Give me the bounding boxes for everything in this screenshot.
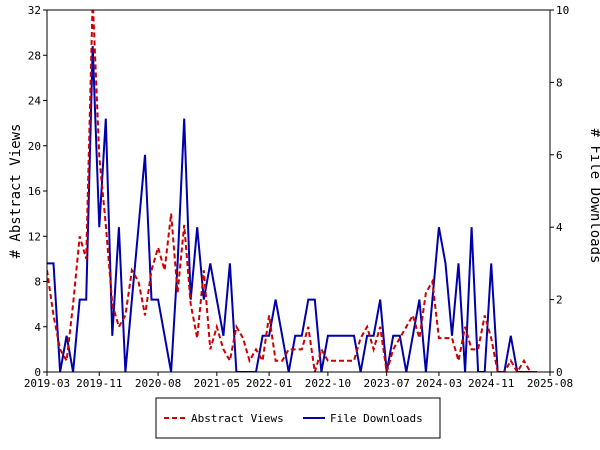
y-axis-title-left: # Abstract Views (8, 124, 24, 259)
y2-tick-label: 2 (556, 294, 563, 307)
x-tick-label: 2025-08 (527, 377, 573, 390)
y2-tick-label: 6 (556, 149, 563, 162)
x-tick-label: 2022-10 (305, 377, 351, 390)
y-tick-label: 4 (34, 321, 41, 334)
y-tick-label: 8 (34, 276, 41, 289)
y-tick-label: 24 (28, 95, 42, 108)
y2-tick-label: 8 (556, 76, 563, 89)
x-tick-label: 2019-03 (24, 377, 70, 390)
plot-area (47, 10, 537, 372)
y2-tick-label: 10 (556, 4, 569, 17)
y2-tick-label: 4 (556, 221, 563, 234)
left-axis-ticks: 0 4 8 12 16 20 24 28 32 (28, 4, 47, 379)
legend-box (155, 397, 441, 439)
x-tick-label: 2020-08 (135, 377, 181, 390)
series-line-file-downloads (47, 46, 537, 372)
y-tick-label: 0 (34, 366, 41, 379)
legend-label-file-downloads: File Downloads (330, 412, 423, 425)
x-tick-label: 2023-07 (364, 377, 410, 390)
y-axis-title-right: # File Downloads (587, 129, 600, 264)
x-tick-label: 2022-01 (246, 377, 292, 390)
x-tick-label: 2024-03 (416, 377, 462, 390)
x-axis-ticks: 2019-03 2019-11 2020-08 2021-05 2022-01 2022-… (24, 372, 573, 390)
legend-label-abstract-views: Abstract Views (191, 412, 284, 425)
right-axis-ticks: 0 2 4 6 8 10 (550, 4, 569, 379)
y2-tick-label: 0 (556, 366, 563, 379)
y-tick-label: 16 (28, 185, 41, 198)
y-tick-label: 20 (28, 140, 41, 153)
legend: Abstract Views File Downloads (155, 397, 441, 439)
y-tick-label: 12 (28, 230, 41, 243)
y-tick-label: 28 (28, 49, 41, 62)
y-tick-label: 32 (28, 4, 41, 17)
x-tick-label: 2021-05 (194, 377, 240, 390)
series-line-abstract-views (47, 10, 537, 372)
x-tick-label: 2019-11 (76, 377, 122, 390)
x-tick-label: 2024-11 (468, 377, 514, 390)
